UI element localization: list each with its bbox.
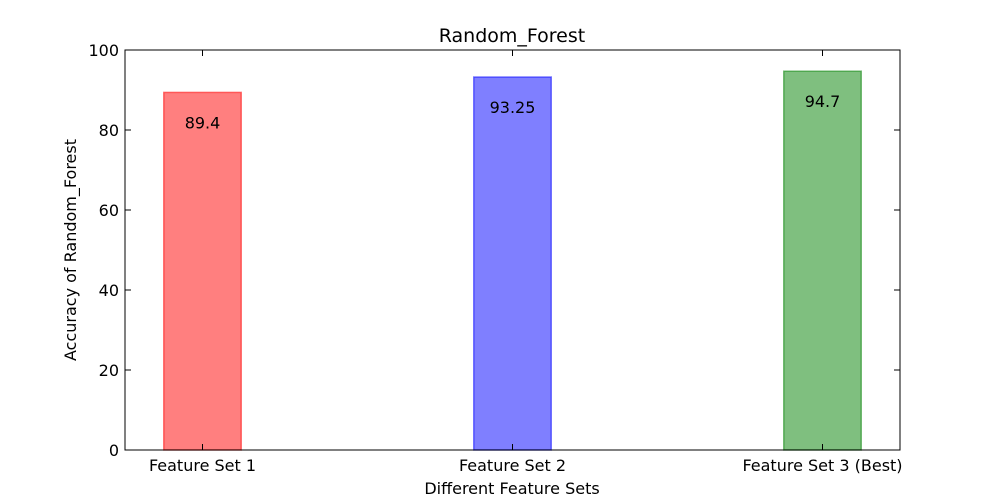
bar-2 bbox=[473, 76, 552, 451]
y-tick-label: 20 bbox=[99, 361, 119, 380]
chart-title: Random_Forest bbox=[439, 25, 585, 47]
plot-frame bbox=[124, 49, 901, 451]
bar-1 bbox=[163, 91, 242, 451]
bar-value-label: 89.4 bbox=[185, 113, 221, 132]
bar-value-label: 93.25 bbox=[490, 98, 536, 117]
bar-labels-group: 89.4 93.25 94.7 bbox=[185, 92, 841, 132]
x-axis-label: Different Feature Sets bbox=[424, 479, 599, 498]
bar-3 bbox=[783, 70, 862, 451]
x-tick-label: Feature Set 1 bbox=[149, 456, 256, 475]
x-tick-label: Feature Set 3 (Best) bbox=[742, 456, 902, 475]
y-tick-label: 60 bbox=[99, 201, 119, 220]
y-tick-label: 0 bbox=[109, 441, 119, 460]
y-tick-label: 100 bbox=[88, 41, 119, 60]
y-tick-label: 40 bbox=[99, 281, 119, 300]
x-axis-ticks: Feature Set 1 Feature Set 2 Feature Set 3 … bbox=[149, 50, 903, 475]
x-tick-label: Feature Set 2 bbox=[459, 456, 566, 475]
y-axis-label: Accuracy of Random_Forest bbox=[61, 139, 81, 361]
y-tick-label: 80 bbox=[99, 121, 119, 140]
bar-value-label: 94.7 bbox=[805, 92, 841, 111]
bars-group bbox=[163, 70, 862, 451]
